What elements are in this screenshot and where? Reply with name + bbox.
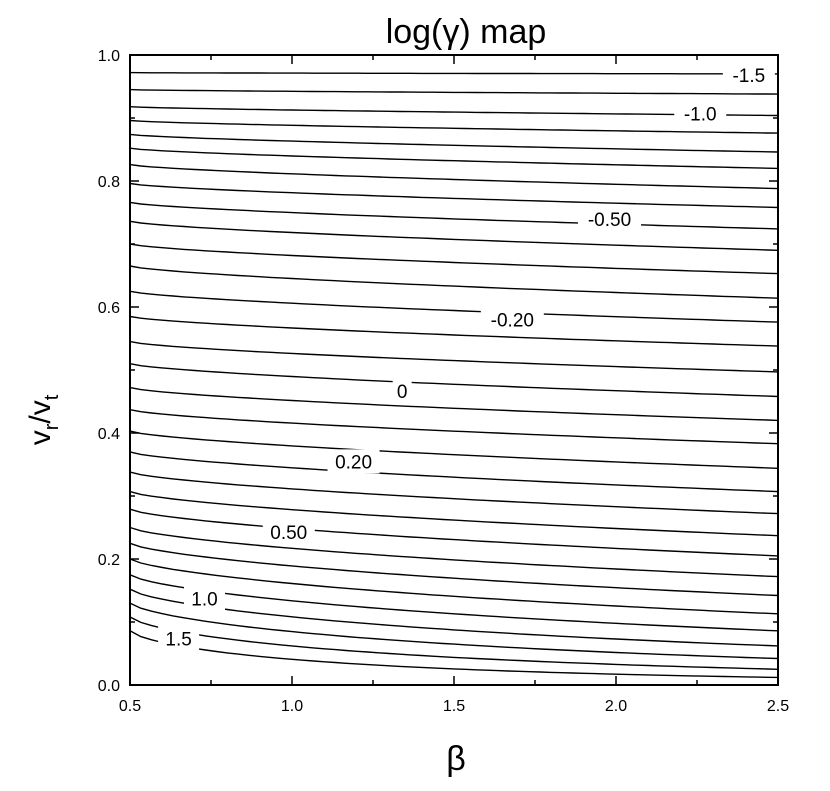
x-tick-label: 1.5 <box>443 698 465 715</box>
y-tick-label: 0.4 <box>98 426 120 443</box>
contour-line-14 <box>129 315 779 347</box>
svg-text:-1.0: -1.0 <box>684 105 717 126</box>
contour-line-29 <box>129 602 779 660</box>
x-tick-label: 0.5 <box>119 698 141 715</box>
contour-line-4 <box>129 119 779 134</box>
contour-line-1 <box>129 71 778 75</box>
contour-line-5 <box>129 133 779 153</box>
contour-line-19 <box>129 430 779 469</box>
y-tick-label: 0.0 <box>98 678 120 695</box>
x-axis-label: β <box>446 740 466 778</box>
contour-line-15 <box>129 340 779 373</box>
contour-label-1: -1.5 <box>722 63 775 88</box>
contour-label-8: 1.0 <box>184 586 226 611</box>
y-tick-label: 0.2 <box>98 552 120 569</box>
contour-label-7: 0.50 <box>262 519 315 544</box>
axis-ticks <box>129 54 779 686</box>
svg-text:1.0: 1.0 <box>191 590 217 611</box>
x-tick-label: 1.0 <box>281 698 303 715</box>
svg-text:0: 0 <box>397 382 408 403</box>
svg-text:-0.20: -0.20 <box>491 311 534 332</box>
contour-label-2: -1.0 <box>674 101 727 126</box>
y-tick-labels: 0.0 0.2 0.4 0.6 0.8 1.0 <box>98 48 120 695</box>
y-label-sep: /v <box>24 400 57 423</box>
contour-lines <box>129 71 779 679</box>
contour-line-21 <box>129 471 779 515</box>
contour-line-30 <box>129 616 779 670</box>
contour-line-18 <box>129 409 779 445</box>
y-label-main: v <box>24 430 57 445</box>
x-tick-label: 2.0 <box>605 698 627 715</box>
contour-label-9: 1.5 <box>158 626 200 651</box>
contour-line-20 <box>129 451 779 493</box>
contour-line-11 <box>129 243 779 275</box>
svg-text:1.5: 1.5 <box>165 629 191 650</box>
contour-line-7 <box>129 163 779 190</box>
contour-line-6 <box>129 147 779 170</box>
contour-label-5: 0 <box>392 378 412 403</box>
svg-text:0.50: 0.50 <box>270 523 307 544</box>
contour-label-6: 0.20 <box>327 449 380 474</box>
y-tick-label: 0.8 <box>98 174 120 191</box>
y-tick-label: 0.6 <box>98 300 120 317</box>
svg-text:-0.50: -0.50 <box>588 210 631 231</box>
contour-line-24 <box>129 526 779 578</box>
contour-line-31 <box>129 630 779 679</box>
contour-line-9 <box>129 201 779 230</box>
y-label-sub2: t <box>41 394 63 400</box>
contour-line-28 <box>129 588 779 647</box>
contour-line-27 <box>129 574 779 632</box>
svg-text:0.20: 0.20 <box>335 452 372 473</box>
contour-line-8 <box>129 182 779 209</box>
y-axis-label: vr/vt <box>24 394 63 445</box>
contour-line-10 <box>129 220 779 251</box>
contour-line-25 <box>129 542 779 597</box>
contour-labels: -1.5 -1.0 -0.50 -0.20 0 0.20 0.50 1.01.5 <box>158 63 775 651</box>
contour-line-22 <box>129 490 779 537</box>
contour-line-13 <box>129 290 779 323</box>
y-tick-label: 1.0 <box>98 48 120 65</box>
contour-line-3 <box>129 106 779 117</box>
contour-line-16 <box>129 363 779 398</box>
contour-line-23 <box>129 508 779 557</box>
chart-title: log(γ) map <box>386 13 547 51</box>
x-tick-label: 2.5 <box>767 698 789 715</box>
y-label-sub1: r <box>41 423 63 430</box>
contour-line-12 <box>129 265 779 299</box>
contour-line-26 <box>129 558 779 615</box>
contour-line-2 <box>129 88 779 95</box>
contour-label-4: -0.20 <box>480 307 544 332</box>
contour-line-17 <box>129 386 779 422</box>
svg-text:-1.5: -1.5 <box>732 66 765 87</box>
x-tick-labels: 0.5 1.0 1.5 2.0 2.5 <box>119 698 789 715</box>
contour-label-3: -0.50 <box>578 206 642 231</box>
